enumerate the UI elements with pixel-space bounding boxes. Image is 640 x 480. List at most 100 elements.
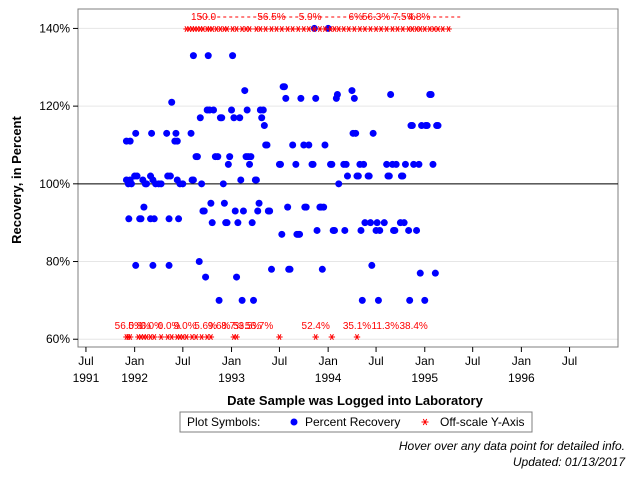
point-recovery — [143, 180, 151, 188]
offscale-top-marker — [246, 25, 253, 33]
offscale-top-marker — [377, 25, 385, 33]
point-recovery — [126, 137, 134, 145]
point-recovery — [266, 207, 274, 215]
point-recovery — [248, 219, 256, 227]
point-recovery — [220, 199, 228, 207]
point-recovery — [193, 153, 201, 161]
point-recovery — [246, 160, 254, 168]
x-tick-year: 1995 — [411, 371, 438, 385]
offscale-top-marker — [289, 25, 296, 33]
hover-footnote: Hover over any data point for detailed i… — [399, 439, 625, 453]
offscale-bottom-label: 0.0% — [158, 321, 181, 332]
point-recovery — [286, 265, 294, 273]
offscale-top-marker — [445, 25, 452, 33]
point-recovery — [204, 52, 212, 60]
point-recovery — [342, 160, 350, 168]
offscale-bottom-label: 53.5% — [233, 321, 261, 332]
offscale-top-marker — [439, 25, 446, 33]
point-recovery — [320, 203, 328, 211]
point-recovery — [408, 122, 416, 130]
offscale-top-marker — [305, 25, 313, 33]
point-recovery — [229, 52, 237, 60]
offscale-top-marker — [223, 25, 231, 33]
x-tick-month: Jan — [512, 354, 531, 368]
legend-box — [179, 411, 533, 433]
point-recovery — [278, 230, 286, 238]
point-recovery — [149, 261, 157, 269]
point-recovery — [215, 296, 223, 304]
x-tick-month: Jul — [562, 354, 577, 368]
legend-circle-icon — [290, 418, 298, 426]
legend-label-percent-recovery: Percent Recovery — [305, 415, 400, 429]
point-recovery — [289, 141, 297, 149]
point-recovery — [385, 172, 393, 180]
point-recovery — [173, 137, 181, 145]
point-recovery — [280, 83, 288, 91]
point-recovery — [214, 153, 222, 161]
point-recovery — [223, 219, 231, 227]
offscale-bottom-marker — [192, 333, 200, 341]
point-recovery — [137, 215, 145, 223]
updated-footnote: Updated: 01/13/2017 — [513, 455, 626, 469]
plot-border — [77, 8, 619, 348]
y-axis: 60% 80% 100% 120% 140% — [39, 21, 78, 346]
point-recovery — [369, 129, 377, 137]
point-recovery — [365, 172, 373, 180]
point-recovery — [258, 114, 266, 122]
offscale-top-marker — [233, 25, 240, 33]
point-recovery — [387, 90, 395, 98]
point-recovery — [250, 296, 257, 304]
point-recovery — [300, 141, 308, 149]
point-recovery — [189, 176, 197, 184]
offscale-top-marker — [262, 25, 269, 33]
point-recovery — [401, 160, 409, 168]
point-recovery — [125, 215, 133, 223]
legend: Plot Symbols: Percent Recovery Off-scale… — [179, 411, 533, 433]
point-recovery — [224, 160, 232, 168]
y-tick-label: 120% — [39, 99, 70, 113]
point-recovery — [236, 114, 244, 122]
point-recovery — [399, 172, 407, 180]
point-recovery — [380, 219, 388, 227]
point-recovery — [163, 129, 171, 137]
offscale-top-marker — [278, 25, 286, 33]
x-tick-month: Jan — [222, 354, 241, 368]
offscale-bottom-label: 0.0% — [140, 321, 163, 332]
point-recovery — [383, 160, 391, 168]
point-recovery — [416, 269, 424, 277]
offscale-bottom-marker — [183, 333, 190, 341]
point-recovery — [255, 199, 263, 207]
point-recovery — [219, 180, 227, 188]
point-recovery — [196, 114, 204, 122]
point-recovery — [431, 269, 439, 277]
point-recovery — [429, 160, 437, 168]
data-points — [122, 24, 442, 304]
offscale-bottom-marker — [168, 333, 175, 341]
point-recovery — [195, 258, 203, 266]
x-tick-year: 1991 — [73, 371, 100, 385]
x-tick-month: Jan — [415, 354, 434, 368]
point-recovery — [348, 87, 356, 95]
point-recovery — [132, 129, 140, 137]
offscale-bottom-label: 9.0% — [174, 321, 197, 332]
offscale-bottom-marker — [198, 333, 205, 341]
offscale-labels: 150.0 56.5% 5.9% 6%56.3% 7.5%4.8%56.0%5.8%0.… — [115, 12, 461, 332]
point-recovery — [423, 122, 431, 130]
y-axis-title: Recovery, in Percent — [9, 116, 24, 244]
point-recovery — [166, 172, 174, 180]
offscale-top-marker — [361, 25, 369, 33]
point-recovery — [228, 106, 236, 114]
point-recovery — [198, 180, 206, 188]
x-tick-month: Jul — [272, 354, 287, 368]
y-tick-label: 60% — [46, 332, 70, 346]
point-recovery — [179, 180, 187, 188]
point-recovery — [247, 153, 255, 161]
legend-title: Plot Symbols: — [187, 415, 260, 429]
point-recovery — [367, 219, 374, 227]
point-recovery — [391, 226, 399, 234]
point-recovery — [410, 160, 418, 168]
x-tick-month: Jul — [465, 354, 480, 368]
point-recovery — [172, 129, 180, 137]
point-recovery — [415, 160, 423, 168]
